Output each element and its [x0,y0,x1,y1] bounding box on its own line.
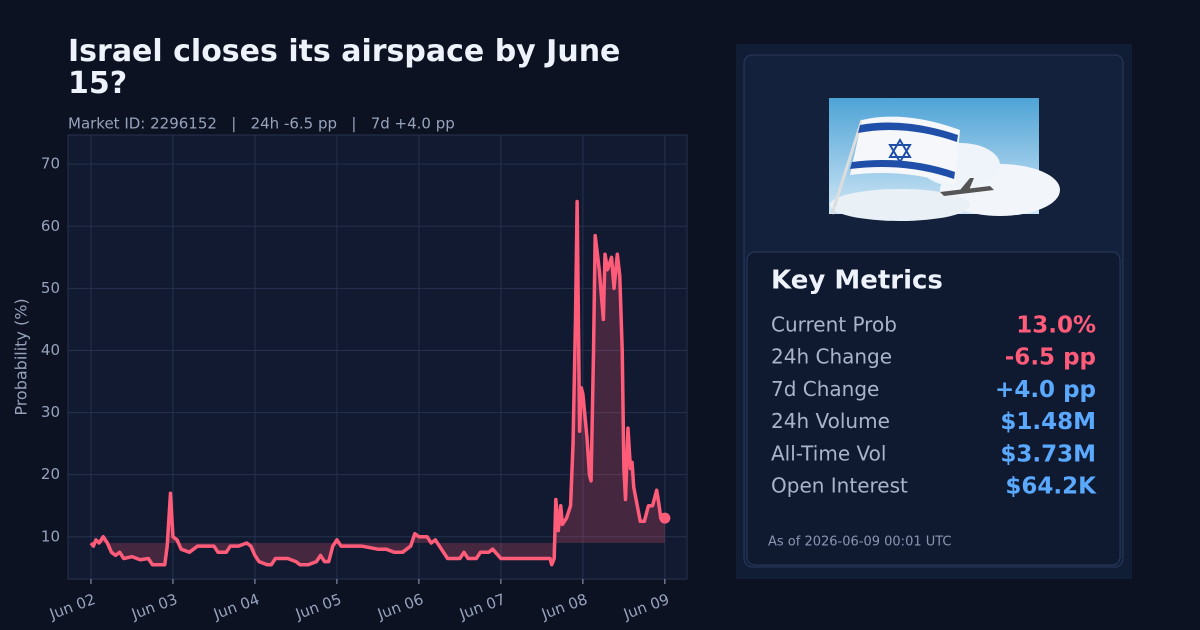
y-tick-label: 30 [41,403,60,421]
metric-label: Current Prob [771,313,897,337]
y-tick-label: 10 [41,527,60,545]
x-tick-label: Jun 08 [538,590,590,623]
line [89,199,665,567]
metric-label: 7d Change [771,377,879,401]
y-tick-label: 40 [41,341,60,359]
metric-value: $3.73M [1000,441,1096,467]
panel-footer: As of 2026-06-09 00:01 UTC [768,535,952,550]
metric-label: All-Time Vol [771,441,886,465]
metric-value: 13.0% [1016,313,1096,339]
y-tick-label: 50 [41,279,60,297]
metric-label: 24h Change [771,345,892,369]
x-tick-label: Jun 03 [128,590,180,623]
metric-value: $1.48M [1000,409,1096,435]
chart-title: Israel closes its airspace by June 15? [68,34,621,101]
area [90,201,665,565]
subtitle: Market ID: 2296152 | 24h -6.5 pp | 7d +4… [68,115,455,133]
x-tick-label: Jun 09 [620,590,672,623]
metric-label: Open Interest [771,474,908,498]
metrics-box [746,251,1121,566]
x-tick-label: Jun 04 [210,590,262,623]
metric-label: 24h Volume [771,409,890,433]
panel-title: Key Metrics [771,266,943,296]
end-marker [659,512,671,524]
metric-value: $64.2K [1005,474,1097,500]
market-image [829,98,1060,221]
metric-value: -6.5 pp [1005,345,1096,371]
y-axis-label: Probability (%) [12,298,31,415]
x-tick-label: Jun 05 [292,590,344,623]
y-tick-label: 20 [41,465,60,483]
y-tick-label: 70 [41,155,60,173]
metric-value: +4.0 pp [995,377,1096,403]
x-tick-label: Jun 02 [46,590,98,623]
x-tick-label: Jun 06 [374,590,426,623]
y-tick-label: 60 [41,217,60,235]
x-tick-label: Jun 07 [456,590,508,623]
